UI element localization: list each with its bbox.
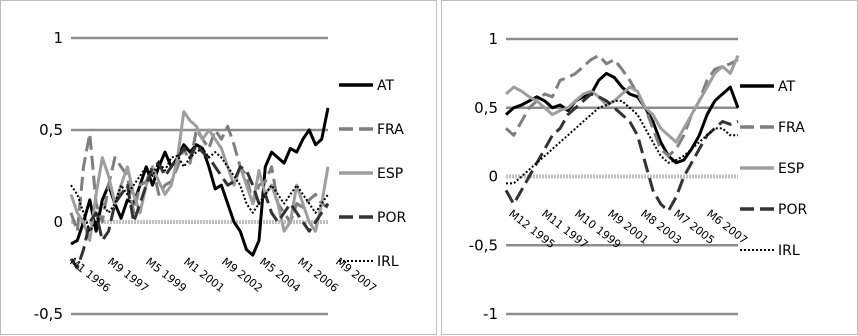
x-tick-label: M1 2001 [181, 255, 227, 295]
y-tick-label: 0 [488, 168, 498, 186]
legend-label-fra: FRA [377, 122, 404, 138]
legend-label-at: AT [377, 78, 394, 94]
series-line-at [505, 71, 740, 165]
x-tick-label: M5 2004 [257, 255, 303, 295]
legend-label-por: POR [778, 202, 807, 218]
y-tick-label: 0 [53, 213, 63, 231]
y-tick-label: -1 [483, 305, 498, 323]
legend-label-esp: ESP [778, 161, 804, 177]
x-tick-label: M1 2006 [295, 255, 341, 295]
legend-label-at: AT [778, 79, 795, 95]
series-line-esp [504, 54, 740, 144]
y-tick-label: 1 [488, 30, 498, 48]
series-line-esp [69, 110, 330, 242]
y-tick-label: 0,5 [474, 99, 498, 117]
y-tick-label: 0,5 [39, 121, 63, 139]
legend-label-fra: FRA [778, 120, 805, 136]
y-tick-label: -0,5 [469, 236, 498, 254]
x-tick-label: M9 2002 [219, 255, 265, 295]
chart-panel-left: 1 0,5 0 -0,5 M1 1996 M9 1997 M5 1999 M1 2001 M9 … [0, 0, 437, 335]
y-tick-label: -0,5 [34, 305, 63, 323]
series-line-irl [70, 147, 329, 233]
series-line-por [504, 92, 739, 213]
y-tick-label: 1 [53, 29, 63, 47]
legend-label-irl: IRL [778, 243, 800, 259]
legend-label-por: POR [377, 210, 406, 226]
series-line-irl [506, 99, 738, 185]
legend-label-irl: IRL [377, 254, 399, 270]
chart-panel-right: 1 0,5 0 -0,5 -1 M12 1995 M11 1997 M10 1999 M9 20… [441, 0, 858, 335]
x-tick-label: M5 1999 [143, 255, 189, 295]
x-tick-label: M9 1997 [105, 255, 151, 295]
legend-label-esp: ESP [377, 166, 403, 182]
x-tick-label: M1 1996 [67, 255, 113, 295]
series-line-por [69, 143, 330, 270]
